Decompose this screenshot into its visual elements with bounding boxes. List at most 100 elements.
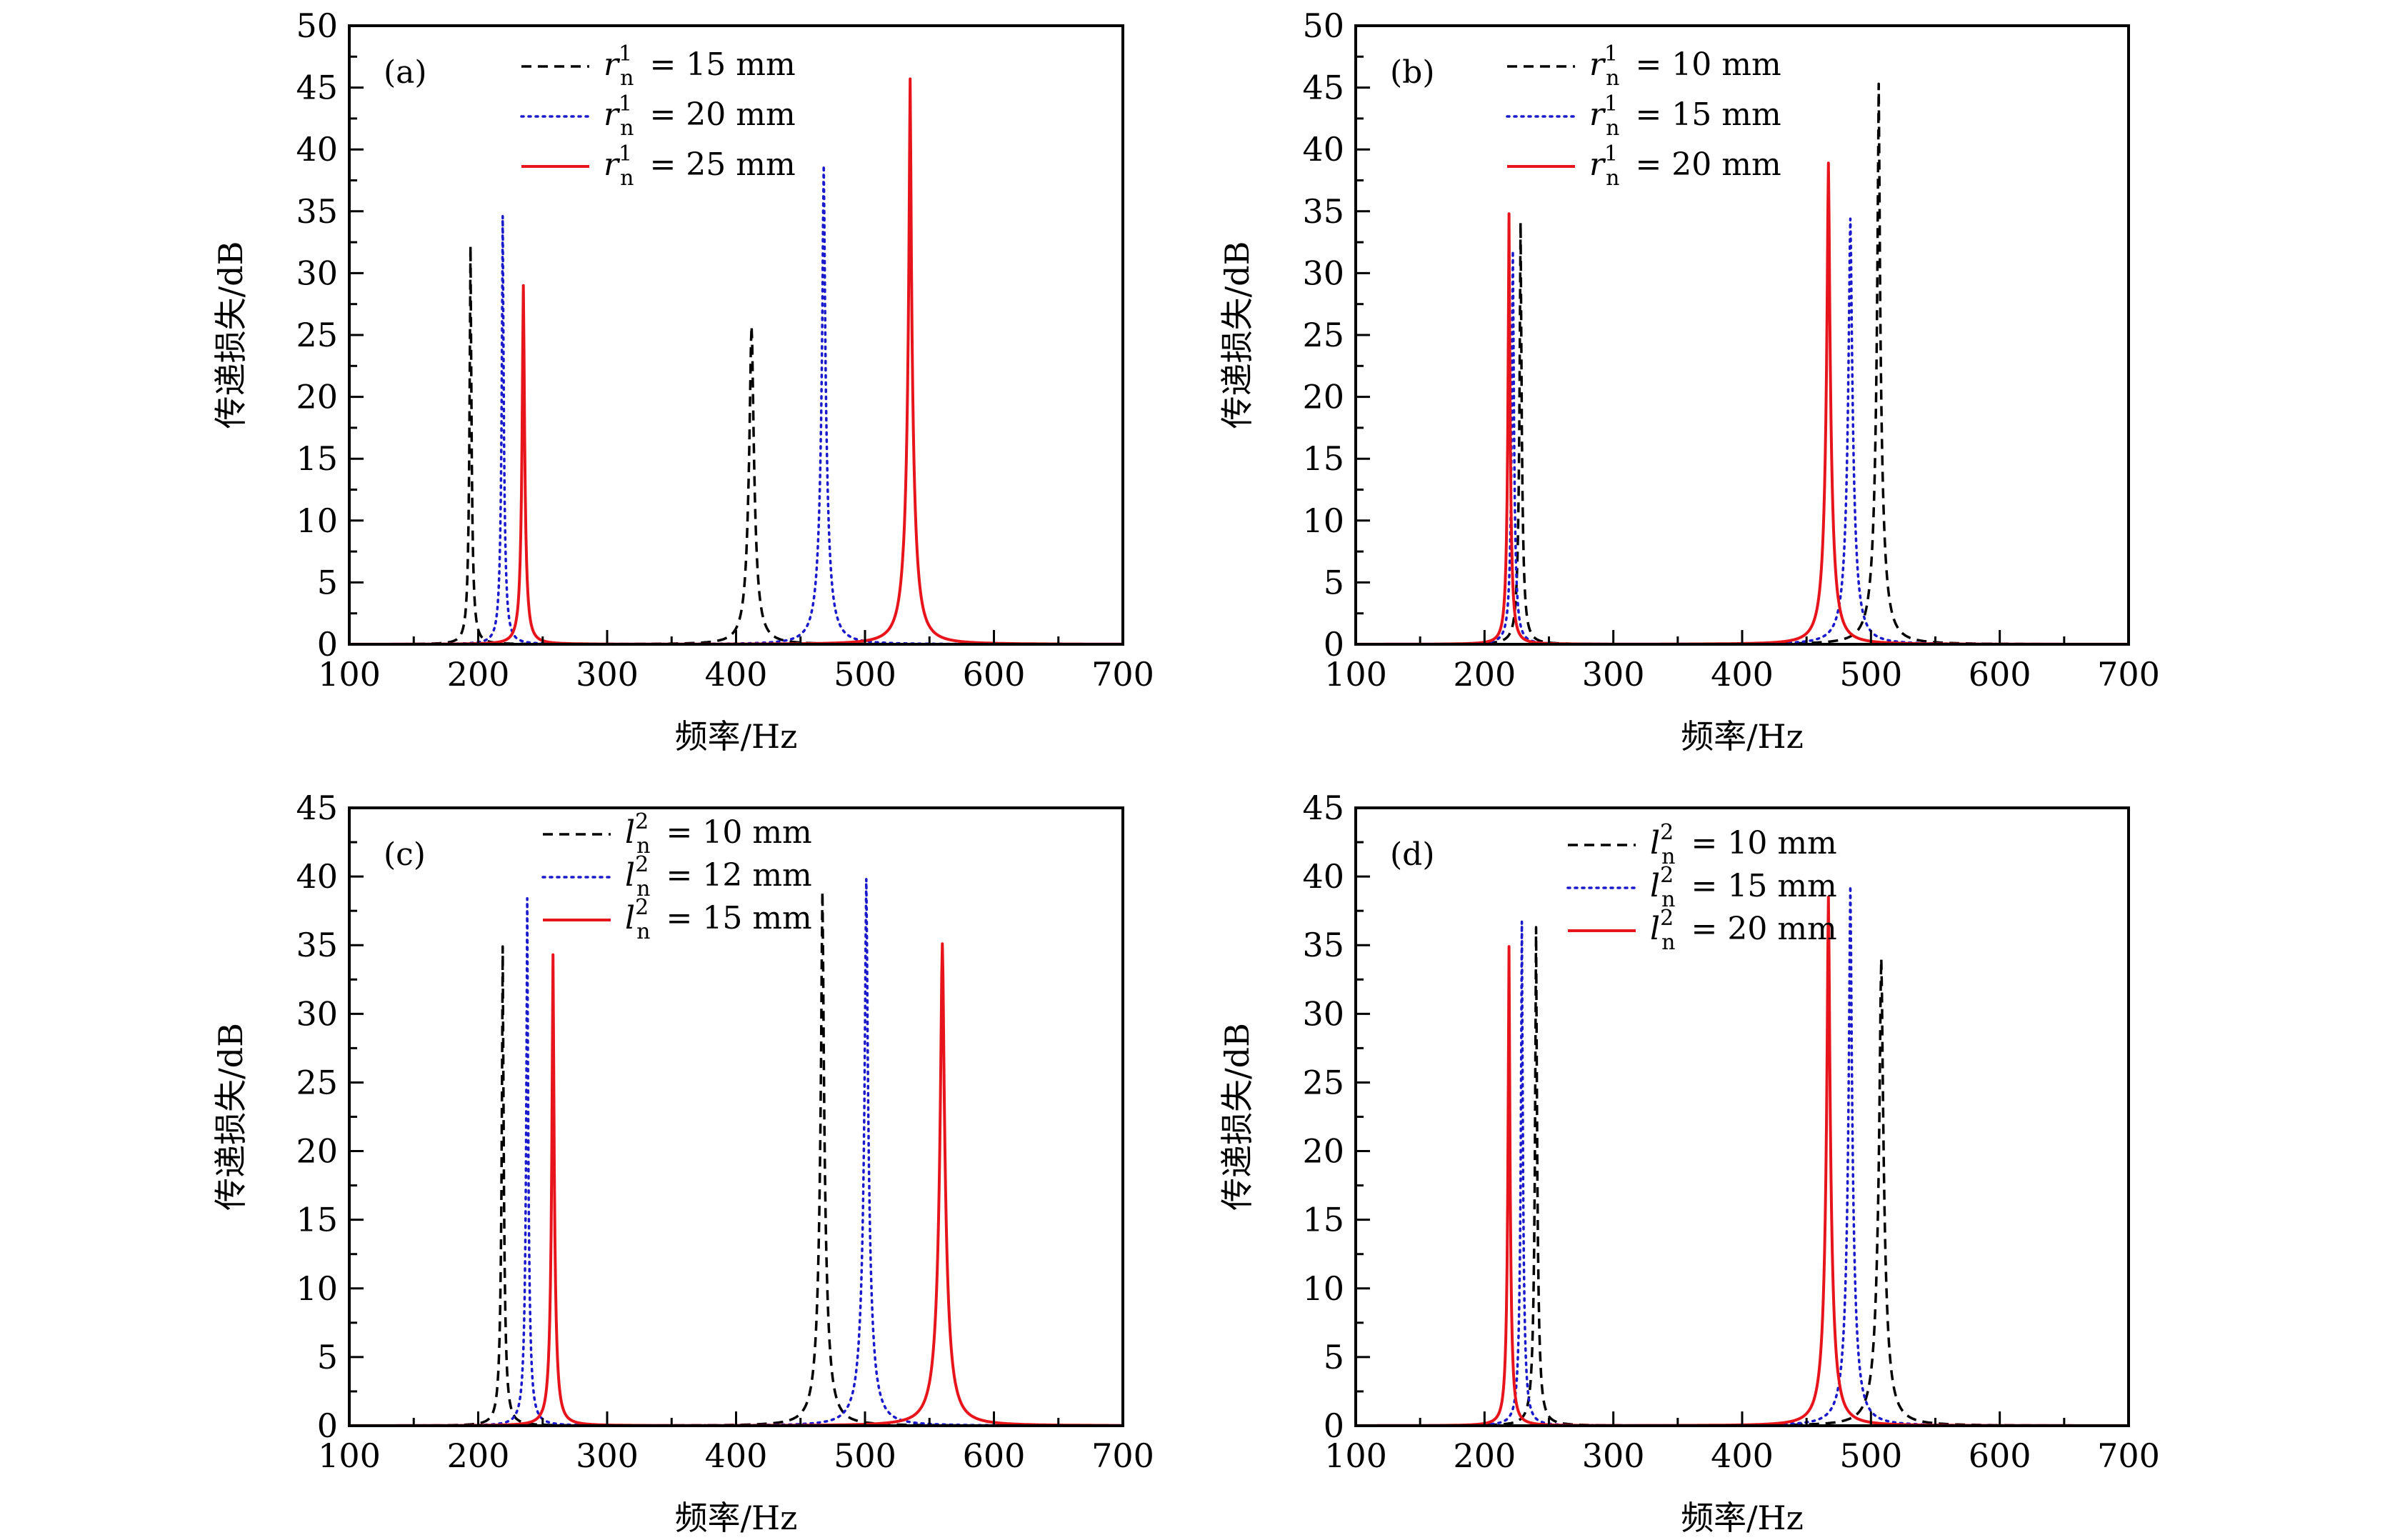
y-tick-label: 0 — [317, 625, 338, 664]
legend-label: l2 n = 15 mm — [1650, 863, 1837, 912]
panel-d: 100 200 300 400 500 600 700 0 5 10 15 20 25 30 35 40 45 频… — [1218, 789, 2160, 1537]
y-tick-label: 20 — [296, 1132, 338, 1171]
x-tick-label: 700 — [1091, 1436, 1154, 1475]
x-axis-title: 频率/Hz — [1681, 1499, 1804, 1537]
legend-label: r1 n = 20 mm — [604, 91, 796, 141]
y-tick-label: 0 — [1324, 625, 1344, 664]
legend-label: l2 n = 10 mm — [1650, 820, 1837, 869]
x-tick-label: 200 — [447, 655, 510, 694]
y-tick-label: 45 — [296, 789, 338, 827]
y-tick-label: 15 — [296, 1201, 338, 1239]
series-line-2 — [349, 878, 1123, 1426]
y-tick-label: 5 — [317, 1338, 338, 1376]
panel-label: (b) — [1390, 54, 1435, 91]
x-tick-label: 600 — [1969, 1436, 2031, 1475]
y-tick-label: 30 — [1302, 254, 1344, 292]
x-tick-label: 500 — [834, 1436, 896, 1475]
y-tick-label: 10 — [1302, 501, 1344, 540]
x-tick-label: 400 — [1711, 655, 1774, 694]
legend-label: l2 n = 20 mm — [1650, 906, 1837, 955]
y-tick-label: 25 — [1302, 316, 1344, 354]
panel-c: 100 200 300 400 500 600 700 0 5 10 15 20 25 30 35 40 45 频… — [211, 789, 1154, 1537]
panel-b: 100 200 300 400 500 600 700 0 5 10 15 20 25 30 35 40 45 5… — [1218, 6, 2160, 756]
y-tick-label: 45 — [1302, 789, 1344, 827]
y-axis-title: 传递损失/dB — [211, 1023, 250, 1211]
x-tick-label: 500 — [1839, 1436, 1902, 1475]
x-tick-label: 300 — [1582, 655, 1645, 694]
series-line-1 — [349, 244, 1123, 644]
y-tick-label: 50 — [296, 6, 338, 45]
y-axis-title: 传递损失/dB — [211, 241, 250, 429]
x-tick-label: 100 — [1324, 655, 1387, 694]
legend-label: l2 n = 12 mm — [625, 852, 812, 901]
y-tick-label: 50 — [1302, 6, 1344, 45]
y-tick-label: 30 — [296, 254, 338, 292]
y-tick-label: 30 — [1302, 994, 1344, 1033]
x-axis-title: 频率/Hz — [675, 1499, 798, 1537]
y-axis-title: 传递损失/dB — [1218, 1023, 1256, 1211]
y-tick-label: 20 — [1302, 378, 1344, 416]
y-tick-label: 45 — [296, 69, 338, 107]
x-tick-label: 400 — [1711, 1436, 1774, 1475]
x-tick-label: 100 — [318, 655, 381, 694]
y-tick-label: 15 — [296, 439, 338, 478]
x-tick-label: 600 — [963, 655, 1026, 694]
legend-label: r1 n = 15 mm — [604, 41, 796, 91]
y-tick-label: 10 — [296, 1269, 338, 1308]
x-axis-title: 频率/Hz — [675, 717, 798, 756]
x-tick-label: 400 — [705, 655, 768, 694]
y-tick-label: 35 — [1302, 192, 1344, 231]
series-line-2 — [1356, 217, 2129, 644]
panel-label: (d) — [1390, 836, 1435, 873]
x-tick-label: 700 — [1091, 655, 1154, 694]
legend-label: r1 n = 10 mm — [1589, 41, 1781, 91]
y-tick-label: 40 — [296, 130, 338, 169]
panel-a: 100 200 300 400 500 600 700 0 5 10 15 20 25 30 35 40 45 5… — [211, 6, 1154, 756]
series-line-3 — [349, 942, 1123, 1426]
x-tick-label: 700 — [2097, 1436, 2160, 1475]
y-tick-label: 35 — [1302, 926, 1344, 964]
series-line-1 — [1356, 926, 2129, 1426]
legend-label: l2 n = 10 mm — [625, 809, 812, 859]
x-tick-label: 500 — [1839, 655, 1902, 694]
y-tick-label: 0 — [1324, 1406, 1344, 1445]
panel-label: (a) — [384, 54, 427, 91]
x-tick-label: 500 — [834, 655, 896, 694]
x-tick-label: 600 — [963, 1436, 1026, 1475]
legend-label: r1 n = 25 mm — [604, 141, 796, 191]
series-line-2 — [349, 164, 1123, 644]
legend-label: r1 n = 15 mm — [1589, 91, 1781, 141]
y-tick-label: 10 — [1302, 1269, 1344, 1308]
x-tick-label: 200 — [1453, 655, 1516, 694]
y-tick-label: 20 — [296, 378, 338, 416]
x-tick-label: 200 — [447, 1436, 510, 1475]
y-tick-label: 35 — [296, 926, 338, 964]
y-tick-label: 40 — [296, 857, 338, 896]
y-tick-label: 5 — [317, 563, 338, 601]
series-line-3 — [1356, 161, 2129, 644]
x-tick-label: 700 — [2097, 655, 2160, 694]
y-tick-label: 45 — [1302, 69, 1344, 107]
y-tick-label: 0 — [317, 1406, 338, 1445]
x-tick-label: 200 — [1453, 1436, 1516, 1475]
y-tick-label: 30 — [296, 994, 338, 1033]
x-tick-label: 100 — [318, 1436, 381, 1475]
y-tick-label: 15 — [1302, 439, 1344, 478]
y-tick-label: 15 — [1302, 1201, 1344, 1239]
x-axis-title: 频率/Hz — [1681, 717, 1804, 756]
series-line-3 — [1356, 895, 2129, 1426]
legend-label: r1 n = 20 mm — [1589, 141, 1781, 191]
x-tick-label: 100 — [1324, 1436, 1387, 1475]
series-line-2 — [1356, 884, 2129, 1426]
y-tick-label: 40 — [1302, 130, 1344, 169]
y-axis-title: 传递损失/dB — [1218, 241, 1256, 429]
y-tick-label: 25 — [296, 316, 338, 354]
y-tick-label: 5 — [1324, 563, 1344, 601]
y-tick-label: 5 — [1324, 1338, 1344, 1376]
y-tick-label: 25 — [296, 1063, 338, 1101]
x-tick-label: 300 — [576, 1436, 639, 1475]
